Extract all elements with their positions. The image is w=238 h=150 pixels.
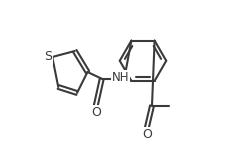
Text: O: O bbox=[91, 106, 101, 119]
Text: S: S bbox=[44, 51, 52, 63]
Text: O: O bbox=[142, 128, 152, 141]
Text: NH: NH bbox=[112, 71, 129, 84]
